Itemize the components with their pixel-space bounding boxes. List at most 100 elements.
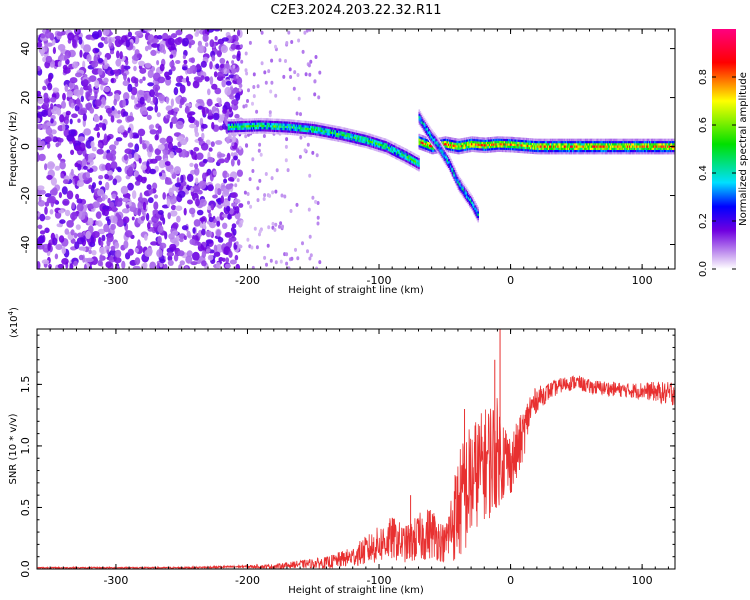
spectrogram-noise-cell [238, 203, 244, 208]
spectrogram-track-cell [464, 148, 467, 151]
spectrogram-track-cell [263, 120, 266, 123]
spectrogram-track-cell [248, 122, 251, 126]
spectrogram-track-cell [459, 151, 462, 155]
spectrogram-track-cell [308, 123, 311, 126]
spectrogram-noise-cell [278, 224, 281, 229]
spectrogram-noise-cell [306, 142, 310, 147]
spectrogram-track-cell [249, 122, 252, 126]
spectrogram-track-cell [473, 147, 475, 150]
spectrogram-track-cell [242, 129, 245, 132]
spectrogram-track-cell [316, 124, 318, 127]
spectrogram-track-cell [286, 119, 289, 122]
spectrogram-track-cell [378, 138, 380, 142]
spectrogram-noise-cell [318, 70, 322, 75]
spectrogram-track-cell [256, 129, 258, 132]
spectrogram-track-cell [384, 145, 387, 148]
spectrogram-track-cell [456, 138, 458, 141]
spectrogram-track-cell [393, 151, 395, 154]
spectrogram-track-cell [235, 121, 237, 124]
spectrogram-track-cell [415, 158, 417, 161]
spectrogram-noise-cell [232, 64, 236, 69]
spectrogram-noise-cell [97, 188, 105, 197]
spectrogram-track-cell [267, 131, 270, 134]
spectrogram-noise-cell [236, 220, 239, 225]
spectrogram-track-cell [236, 129, 238, 133]
spectrogram-noise-cell [175, 120, 184, 130]
spectrogram-track-cell [309, 130, 312, 133]
spectrogram-track-cell [260, 131, 262, 134]
spectrogram-noise-cell [39, 213, 46, 222]
spectrogram-track-cell [258, 126, 260, 130]
spectrogram-track-cell [263, 118, 266, 121]
spectrogram-track-cell [359, 144, 361, 147]
spectrogram-noise-cell [61, 258, 69, 265]
spectrogram-noise-cell [217, 203, 223, 209]
spectrogram-noise-cell [268, 39, 272, 44]
spectrogram-track-cell [345, 132, 348, 135]
spectrogram-track-cell [450, 139, 452, 142]
spectrogram-track-cell [311, 123, 314, 127]
spectrogram-track-cell [456, 172, 458, 175]
spectrogram-track-cell [451, 146, 453, 149]
spectrogram-track-cell [322, 132, 325, 135]
spectrogram-track-cell [321, 136, 323, 139]
spectrogram-noise-cell [68, 82, 74, 89]
spectrogram-track-cell [417, 157, 419, 160]
spectrogram-track-cell [227, 132, 230, 135]
spectrogram-track-cell [291, 124, 294, 127]
spectrogram-noise-cell [106, 239, 111, 247]
spectrogram-track-cell [460, 144, 463, 148]
spectrogram-track-cell [410, 151, 413, 154]
spectrogram-noise-cell [306, 249, 309, 254]
spectrogram-track-cell [359, 131, 361, 134]
spectrogram-track-cell [249, 118, 252, 121]
spectrogram-noise-cell [105, 107, 113, 114]
spectrogram-noise-cell [256, 186, 260, 191]
spectrogram-noise-cell [100, 36, 106, 41]
spectrogram-track-cell [369, 142, 372, 146]
spectrogram-noise-cell [186, 173, 194, 182]
spectrogram-track-cell [449, 139, 451, 142]
spectrogram-track-cell [321, 123, 323, 126]
spectrogram-noise-cell [76, 203, 84, 212]
spectrogram-noise-cell [52, 46, 57, 55]
spectrogram-track-cell [456, 151, 458, 155]
spectrogram-track-cell [425, 141, 428, 144]
spectrogram-track-cell [306, 121, 309, 124]
spectrogram-track-cell [269, 125, 272, 128]
spectrogram-noise-cell [229, 208, 234, 215]
spectrogram-track-cell [359, 139, 361, 143]
spectrogram-noise-cell [124, 148, 133, 154]
spectrogram-noise-cell [159, 242, 167, 249]
spectrogram-noise-cell [218, 257, 224, 262]
spectrogram-track-cell [239, 120, 241, 124]
spectrogram-track-cell [355, 134, 357, 137]
spectrogram-track-cell [347, 141, 350, 144]
spectrogram-track-cell [350, 129, 353, 132]
spectrogram-track-cell [264, 122, 267, 125]
spectrogram-track-cell [259, 122, 261, 125]
spectrogram-track-cell [271, 120, 274, 124]
spectrogram-track-cell [406, 153, 409, 157]
spectrogram-track-cell [339, 139, 341, 143]
spectrogram-track-cell [418, 169, 420, 172]
spectrogram-track-cell [283, 130, 286, 133]
spectrogram-track-cell [394, 153, 396, 157]
spectrogram-noise-cell [279, 259, 283, 264]
spectrogram-noise-cell [270, 80, 274, 85]
spectrogram-noise-cell [97, 68, 103, 76]
spectrogram-noise-cell [138, 90, 145, 96]
spectrogram-track-cell [453, 146, 455, 150]
spectrogram-noise-cell [212, 170, 217, 176]
spectrogram-noise-cell [151, 215, 159, 223]
spectrogram-track-cell [418, 133, 421, 137]
spectrogram-track-cell [228, 121, 231, 124]
spectrogram-noise-cell [94, 79, 100, 89]
spectrogram-track-cell [465, 143, 468, 147]
spectrogram-noise-cell [167, 110, 174, 115]
spectrogram-track-cell [351, 133, 354, 137]
spectrogram-noise-cell [146, 114, 152, 121]
spectrogram-track-cell [340, 126, 342, 130]
spectrogram-track-cell [278, 132, 280, 135]
spectrogram-track-cell [355, 138, 357, 142]
